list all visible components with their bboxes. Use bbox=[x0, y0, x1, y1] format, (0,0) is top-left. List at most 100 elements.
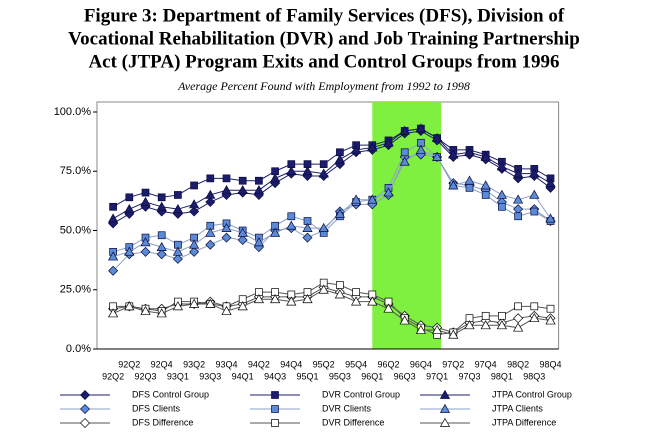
data-point bbox=[124, 203, 135, 214]
data-point bbox=[108, 265, 119, 276]
x-tick-label: 97Q2 bbox=[442, 359, 464, 369]
data-point bbox=[270, 173, 281, 183]
data-point bbox=[172, 203, 183, 214]
series-line bbox=[112, 128, 551, 220]
data-point bbox=[481, 191, 490, 199]
data-point bbox=[334, 154, 345, 164]
data-point bbox=[221, 222, 232, 232]
data-point bbox=[480, 151, 491, 161]
x-tick-label: 92Q2 bbox=[102, 371, 124, 381]
legend-label: DVR Difference bbox=[322, 417, 384, 427]
data-point bbox=[270, 294, 281, 304]
data-point bbox=[481, 311, 490, 320]
data-point bbox=[400, 148, 409, 157]
legend-marker bbox=[271, 419, 279, 427]
data-point bbox=[351, 144, 362, 154]
data-point bbox=[237, 227, 248, 237]
data-point bbox=[221, 305, 232, 315]
x-tick-label: 92Q4 bbox=[151, 359, 173, 369]
data-point bbox=[367, 142, 378, 152]
data-point bbox=[496, 161, 507, 171]
legend-marker bbox=[271, 391, 279, 399]
data-point bbox=[529, 168, 540, 178]
data-point bbox=[237, 184, 248, 195]
chart-title: Figure 3: Department of Family Services … bbox=[84, 5, 565, 26]
data-point bbox=[529, 312, 540, 323]
chart-title: Vocational Rehabilitation (DVR) and Job … bbox=[68, 28, 580, 49]
data-point bbox=[545, 213, 556, 223]
data-point bbox=[172, 301, 183, 311]
data-point bbox=[399, 125, 410, 135]
series-line bbox=[112, 149, 551, 258]
x-tick-label: 98Q3 bbox=[523, 371, 545, 381]
data-point bbox=[334, 289, 345, 299]
data-point bbox=[415, 324, 426, 334]
data-point bbox=[156, 249, 167, 260]
data-point bbox=[464, 147, 475, 157]
highlight-band bbox=[372, 102, 442, 349]
data-point bbox=[513, 168, 524, 178]
data-point bbox=[286, 296, 297, 306]
legend-label: DFS Clients bbox=[132, 403, 181, 413]
x-tick-label: 98Q4 bbox=[539, 359, 561, 369]
legend-label: JTPA Difference bbox=[492, 417, 556, 427]
data-point bbox=[189, 199, 200, 209]
data-point bbox=[205, 298, 216, 308]
chart-subtitle: Average Percent Found with Employment fr… bbox=[177, 79, 470, 93]
data-point bbox=[140, 237, 151, 247]
legend-marker bbox=[80, 418, 90, 428]
data-point bbox=[108, 308, 119, 318]
data-point bbox=[189, 298, 200, 308]
data-point bbox=[448, 149, 459, 159]
legend-marker bbox=[439, 389, 451, 399]
data-point bbox=[253, 237, 264, 247]
legend-marker bbox=[271, 405, 279, 413]
data-point bbox=[513, 194, 524, 204]
data-point bbox=[238, 176, 247, 185]
data-point bbox=[141, 188, 150, 197]
data-point bbox=[318, 284, 329, 294]
data-point bbox=[302, 232, 313, 243]
data-point bbox=[530, 207, 539, 216]
data-point bbox=[334, 208, 345, 218]
data-point bbox=[237, 301, 248, 311]
data-point bbox=[513, 322, 524, 332]
data-point bbox=[109, 202, 117, 211]
series-line bbox=[112, 128, 551, 208]
series-line bbox=[113, 286, 551, 333]
data-point bbox=[351, 296, 362, 306]
data-point bbox=[174, 191, 182, 199]
data-point bbox=[448, 180, 459, 190]
data-point bbox=[302, 222, 313, 232]
data-point bbox=[465, 183, 474, 192]
data-point bbox=[498, 202, 506, 211]
data-point bbox=[302, 166, 313, 176]
data-point bbox=[318, 222, 329, 232]
chart-title: Act (JTPA) Program Exits and Control Gro… bbox=[88, 51, 559, 72]
x-tick-label: 96Q2 bbox=[377, 359, 399, 369]
data-point bbox=[383, 303, 394, 313]
data-point bbox=[514, 212, 522, 221]
data-point bbox=[415, 123, 426, 133]
data-point bbox=[480, 180, 491, 190]
series-line bbox=[112, 142, 551, 253]
data-point bbox=[514, 302, 522, 311]
data-point bbox=[157, 231, 166, 240]
data-point bbox=[448, 329, 459, 339]
data-point bbox=[205, 227, 216, 237]
data-point bbox=[172, 253, 183, 264]
x-tick-label: 93Q3 bbox=[199, 371, 221, 381]
data-point bbox=[108, 213, 119, 223]
data-point bbox=[124, 301, 135, 311]
data-point bbox=[189, 239, 200, 249]
x-tick-label: 97Q1 bbox=[426, 371, 448, 381]
data-point bbox=[545, 315, 556, 325]
y-tick-label: 100.0% bbox=[54, 106, 92, 118]
data-point bbox=[302, 294, 313, 304]
data-point bbox=[529, 189, 540, 199]
legend-marker bbox=[439, 403, 451, 413]
data-point bbox=[253, 294, 264, 304]
legend-label: DVR Control Group bbox=[322, 389, 400, 399]
data-point bbox=[287, 212, 296, 221]
